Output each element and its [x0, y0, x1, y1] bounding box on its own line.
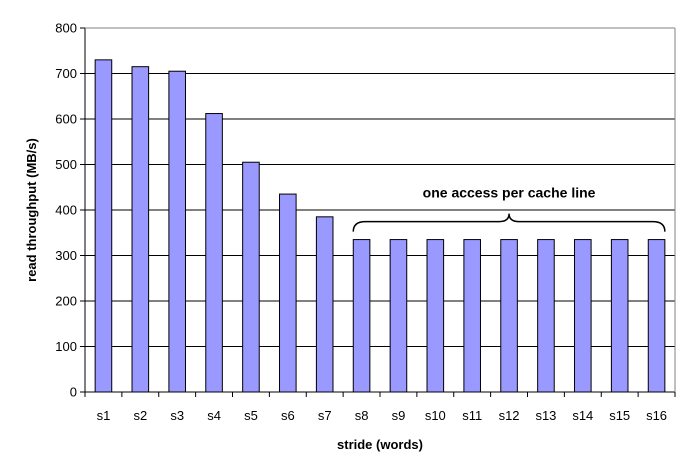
bar	[205, 113, 223, 393]
x-tick-label: s9	[392, 408, 406, 423]
x-tick-label: s15	[609, 408, 630, 423]
y-tick-label: 200	[55, 294, 77, 309]
x-axis-ticks: s1 s2 s3 s4 s5 s6 s7 s8 s9 s10 s11 s12 s13 s14 s15 s16	[84, 392, 676, 423]
y-tick-label: 300	[55, 248, 77, 263]
bar	[352, 239, 371, 393]
y-tick-label: 400	[55, 203, 77, 218]
bar	[647, 239, 666, 393]
x-tick-label: s5	[244, 408, 258, 423]
x-tick-label: s12	[499, 408, 520, 423]
bar	[131, 66, 150, 393]
annotation-brace	[352, 213, 666, 232]
x-tick-label: s2	[133, 408, 147, 423]
y-tick-label: 500	[55, 157, 77, 172]
y-axis-title: read throughput (MB/s)	[24, 138, 39, 282]
bar	[279, 193, 297, 393]
bar	[315, 216, 334, 393]
x-tick-label: s4	[207, 408, 221, 423]
x-tick-label: s6	[281, 408, 295, 423]
bar	[610, 239, 629, 393]
y-tick-label: 100	[55, 339, 77, 354]
bar	[537, 239, 555, 393]
annotation-label: one access per cache line	[423, 185, 596, 201]
x-tick-label: s11	[462, 408, 482, 423]
y-tick-label: 600	[55, 112, 77, 127]
bar	[168, 70, 186, 393]
x-tick-label: s1	[97, 408, 111, 423]
bar	[94, 59, 113, 393]
x-tick-label: s10	[425, 408, 446, 423]
x-tick-label: s13	[535, 408, 556, 423]
y-axis-ticks: 0 100 200 300 400 500 600 700 800	[55, 21, 85, 400]
bar	[500, 239, 518, 393]
x-tick-label: s3	[170, 408, 184, 423]
bar	[242, 161, 260, 393]
x-tick-label: s7	[318, 408, 332, 423]
x-tick-label: s14	[572, 408, 593, 423]
x-axis-title: stride (words)	[337, 437, 423, 452]
bar	[574, 239, 592, 393]
y-tick-label: 700	[55, 66, 77, 81]
bar	[389, 239, 408, 393]
x-tick-label: s16	[646, 408, 667, 423]
y-tick-label: 0	[70, 385, 77, 400]
y-tick-label: 800	[55, 21, 77, 36]
bar	[426, 239, 445, 393]
x-tick-label: s8	[355, 408, 369, 423]
bar	[463, 239, 481, 393]
